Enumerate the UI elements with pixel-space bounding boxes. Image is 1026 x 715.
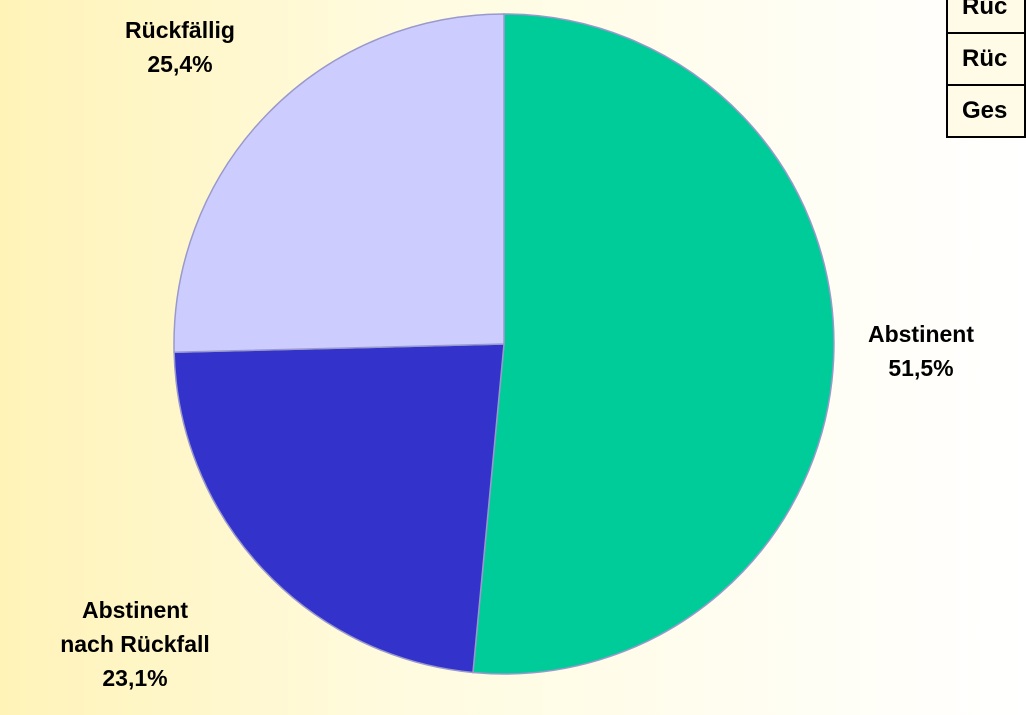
slice-category-label: Abstinent: [82, 597, 188, 623]
table-row: Rüc: [946, 32, 1026, 86]
table-row: Rüc: [946, 0, 1026, 34]
slice-category-label: Rückfällig: [125, 17, 235, 43]
pie-slice: [173, 13, 505, 354]
pie-labels: Abstinent 51,5% Abstinent nach Rückfall 23,1…: [60, 17, 974, 691]
pie-slices: [173, 13, 835, 675]
pie-slice: [472, 13, 835, 675]
table-cell: Rüc: [946, 0, 1026, 34]
slice-category-label: Abstinent: [868, 321, 974, 347]
slice-percent-label: 51,5%: [888, 355, 953, 381]
pie-slice: [173, 343, 505, 674]
slice-percent-label: 23,1%: [102, 665, 167, 691]
slice-category-label: nach Rückfall: [60, 631, 210, 657]
table-cell: Ges: [946, 84, 1026, 138]
slice-percent-label: 25,4%: [147, 51, 212, 77]
table-row: Ges: [946, 84, 1026, 138]
legend-table: Rüc Rüc Ges: [946, 0, 1026, 138]
table-cell: Rüc: [946, 32, 1026, 86]
